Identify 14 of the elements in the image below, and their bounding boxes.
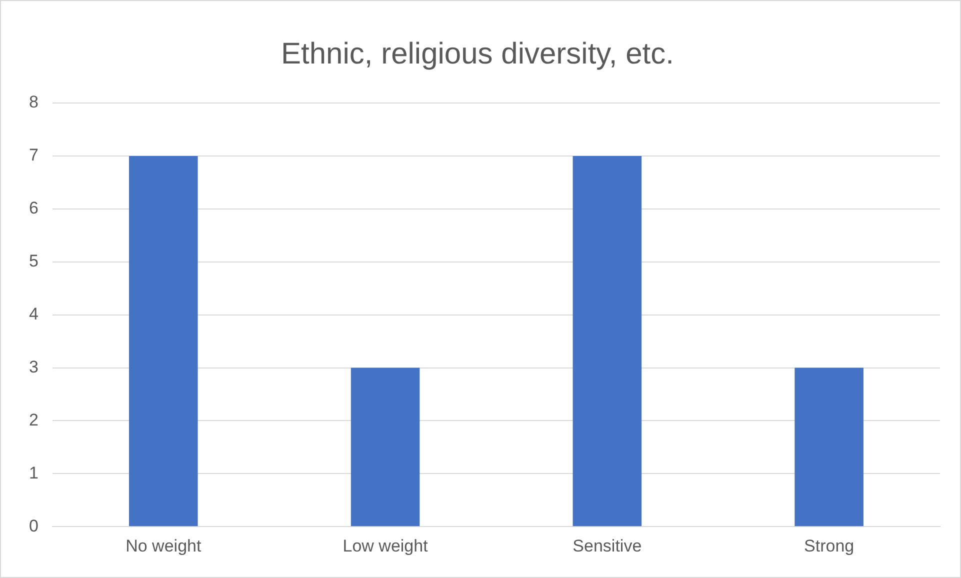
y-tick-label: 8 <box>28 92 38 112</box>
y-tick-label: 4 <box>28 304 38 324</box>
y-tick-label: 5 <box>28 252 38 271</box>
y-tick-label: 6 <box>28 198 38 218</box>
y-tick-label: 3 <box>28 357 38 376</box>
y-tick-label: 7 <box>28 146 38 165</box>
y-tick-label: 0 <box>28 516 38 536</box>
chart-title: Ethnic, religious diversity, etc. <box>281 37 674 70</box>
y-tick-label: 2 <box>28 410 38 430</box>
x-tick-label: No weight <box>126 536 202 556</box>
y-tick-label: 1 <box>28 463 38 482</box>
x-tick-label: Strong <box>804 536 854 556</box>
x-tick-label: Sensitive <box>572 536 642 556</box>
x-tick-label: Low weight <box>342 536 428 556</box>
